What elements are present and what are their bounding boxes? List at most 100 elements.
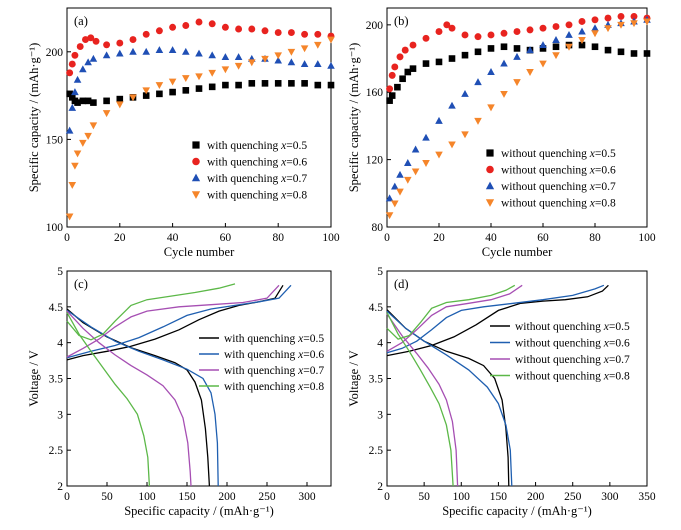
legend-label-var: x bbox=[589, 198, 596, 210]
charge-curve bbox=[386, 284, 609, 357]
data-point bbox=[182, 75, 190, 83]
data-point bbox=[448, 141, 456, 149]
data-point bbox=[513, 79, 521, 87]
data-point bbox=[301, 80, 308, 87]
x-tick-label: 0 bbox=[64, 232, 70, 244]
y-tick-label: 4 bbox=[57, 338, 63, 350]
y-tick-label: 100 bbox=[46, 222, 64, 234]
legend-label: with quenching x=0.5 bbox=[224, 333, 324, 345]
data-point bbox=[314, 60, 322, 68]
panel-label: (c) bbox=[74, 277, 88, 291]
data-point bbox=[248, 59, 256, 67]
x-tick-label: 150 bbox=[178, 491, 196, 503]
legend-label: with quenching x=0.8 bbox=[224, 381, 324, 393]
legend-marker bbox=[485, 181, 495, 190]
data-point bbox=[386, 85, 394, 93]
series bbox=[386, 284, 609, 487]
data-point bbox=[208, 83, 216, 91]
data-point bbox=[500, 43, 508, 51]
data-point bbox=[422, 34, 430, 42]
data-point bbox=[643, 50, 651, 57]
panel-label: (a) bbox=[74, 14, 88, 28]
data-point bbox=[221, 66, 230, 74]
data-point bbox=[155, 27, 163, 35]
data-point bbox=[409, 65, 417, 72]
legend-marker bbox=[191, 191, 201, 199]
data-point bbox=[65, 126, 74, 134]
data-point bbox=[565, 43, 573, 51]
y-tick-label: 200 bbox=[366, 20, 384, 32]
charge-curve bbox=[66, 283, 236, 341]
data-point bbox=[90, 99, 97, 106]
legend-label: with quenching x=0.6 bbox=[224, 349, 324, 361]
data-point bbox=[448, 55, 456, 62]
x-tick-label: 100 bbox=[638, 232, 656, 244]
data-point bbox=[443, 21, 451, 29]
y-tick-label: 150 bbox=[46, 134, 64, 146]
data-point bbox=[474, 33, 482, 41]
series bbox=[386, 284, 605, 487]
data-point bbox=[261, 80, 269, 87]
data-point bbox=[539, 24, 547, 32]
x-tick-label: 250 bbox=[258, 491, 276, 503]
legend-label-var: x bbox=[280, 190, 287, 202]
series bbox=[66, 284, 292, 487]
legend-label-prefix: with quenching bbox=[224, 333, 298, 345]
y-tick-label: 3 bbox=[57, 409, 63, 421]
data-point bbox=[301, 30, 309, 38]
y-tick-label: 2.5 bbox=[369, 445, 384, 457]
data-point bbox=[221, 53, 230, 61]
data-point bbox=[79, 65, 87, 73]
chart-panel: 0 50 100 150 200 250 300 350 2 2.5 3 3.5 4 4.5 5 (d) Spe… bbox=[347, 266, 656, 518]
series bbox=[66, 80, 335, 106]
legend-label-suffix: =0.5 bbox=[303, 333, 324, 345]
data-point bbox=[604, 46, 612, 54]
data-point bbox=[435, 151, 443, 159]
data-point bbox=[327, 36, 335, 44]
legend-label: with quenching x=0.7 bbox=[207, 173, 307, 185]
series bbox=[386, 284, 523, 487]
data-point bbox=[539, 41, 547, 49]
data-point bbox=[169, 23, 177, 31]
data-point bbox=[409, 41, 417, 49]
data-point bbox=[234, 62, 243, 70]
legend-label: without quenching x=0.7 bbox=[515, 354, 630, 366]
data-point bbox=[287, 48, 296, 56]
data-point bbox=[182, 22, 190, 29]
legend-label-suffix: =0.8 bbox=[595, 198, 616, 210]
data-point bbox=[102, 110, 111, 118]
discharge-curve bbox=[66, 308, 211, 487]
legend-label-prefix: without quenching bbox=[501, 165, 590, 177]
legend-label-suffix: =0.8 bbox=[303, 381, 324, 393]
data-point bbox=[71, 88, 79, 96]
data-point bbox=[388, 92, 396, 99]
legend-marker bbox=[192, 157, 200, 166]
legend-label-var: x bbox=[280, 140, 287, 152]
data-point bbox=[84, 58, 92, 66]
series bbox=[66, 284, 280, 487]
data-point bbox=[578, 27, 586, 35]
data-point bbox=[248, 80, 256, 87]
x-tick-label: 100 bbox=[453, 491, 471, 503]
charge-curve bbox=[66, 284, 280, 358]
y-axis-label: Specific capacity / (mAh·g⁻¹) bbox=[27, 43, 41, 193]
x-tick-label: 80 bbox=[272, 232, 284, 244]
data-point bbox=[195, 85, 203, 92]
x-tick-label: 200 bbox=[527, 491, 545, 503]
series bbox=[66, 18, 335, 77]
data-point bbox=[513, 52, 521, 60]
x-tick-label: 0 bbox=[384, 232, 390, 244]
legend-label: without quenching x=0.6 bbox=[501, 165, 616, 177]
x-axis-label: Cycle number bbox=[164, 245, 235, 259]
data-point bbox=[401, 46, 409, 54]
x-axis-label: Cycle number bbox=[482, 245, 553, 259]
data-point bbox=[76, 43, 84, 51]
data-point bbox=[391, 182, 399, 190]
legend-label: with quenching x=0.5 bbox=[207, 140, 307, 152]
data-point bbox=[221, 23, 229, 31]
data-point bbox=[604, 25, 612, 33]
data-point bbox=[235, 25, 243, 33]
data-point bbox=[391, 63, 399, 71]
